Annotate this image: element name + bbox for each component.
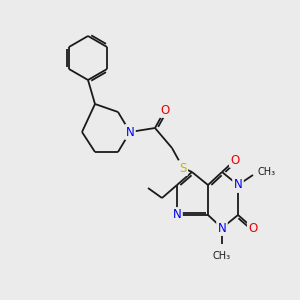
Text: S: S	[179, 161, 187, 175]
Text: N: N	[126, 125, 134, 139]
Text: N: N	[172, 208, 182, 221]
Text: CH₃: CH₃	[213, 251, 231, 261]
Text: N: N	[218, 221, 226, 235]
Text: CH₃: CH₃	[258, 167, 276, 177]
Text: O: O	[248, 221, 258, 235]
Text: O: O	[230, 154, 240, 166]
Text: N: N	[234, 178, 242, 191]
Text: O: O	[160, 103, 169, 116]
